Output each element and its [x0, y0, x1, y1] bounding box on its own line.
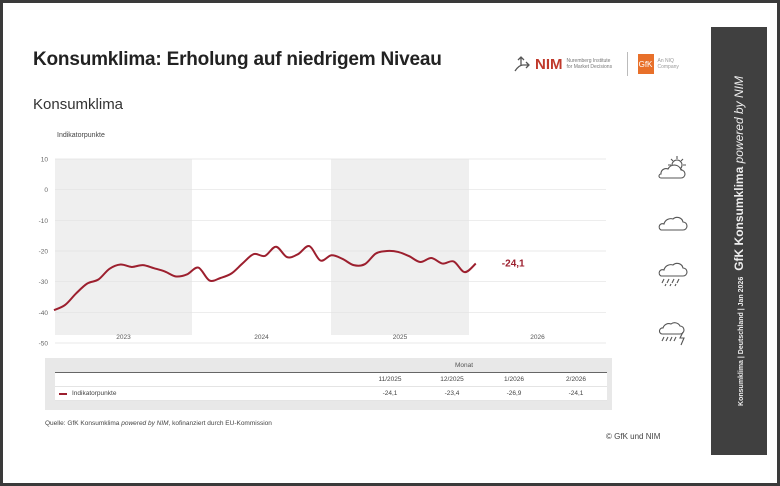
- gfk-logo: GfK: [637, 54, 654, 74]
- cloud-rain-icon: [658, 262, 688, 287]
- source-note: Quelle: GfK Konsumklima powered by NIM, …: [45, 420, 272, 427]
- sidebar-brand-tagline: powered by NIM: [732, 76, 746, 164]
- sun-behind-cloud-icon: [658, 156, 686, 179]
- table-cell: -24,1: [568, 390, 584, 397]
- x-tick-label: 2026: [530, 334, 545, 341]
- copyright: © GfK und NIM: [606, 432, 661, 441]
- year-band: [331, 159, 469, 335]
- logos: NIM Nuremberg Institute for Market Decis…: [513, 51, 688, 77]
- table-cell: -26,9: [506, 390, 522, 397]
- table-header-row: 11/2025 12/2025 1/2026 2/2026: [55, 373, 607, 387]
- page-title: Konsumklima: Erholung auf niedrigem Nive…: [33, 49, 442, 70]
- line-chart: 2023 2024 2025 2026 10 0 -10 -20 -30 -40 -50 -24,1: [39, 157, 606, 348]
- cloud-icon: [658, 216, 688, 231]
- x-tick-label: 2024: [254, 334, 269, 341]
- sidebar-brand-name: GfK Konsumklima: [732, 166, 746, 271]
- column-header: 11/2025: [378, 376, 402, 383]
- y-tick-label: -10: [39, 218, 49, 225]
- table-cell: -24,1: [382, 390, 398, 397]
- column-header: 1/2026: [504, 376, 524, 383]
- chart-subtitle: Konsumklima: [33, 96, 124, 113]
- column-header: 2/2026: [566, 376, 586, 383]
- source-italic: powered by NIM: [121, 420, 169, 427]
- nim-subtitle: Nuremberg Institute for Market Decisions: [566, 58, 613, 70]
- gfk-subtitle: An NIQ Company: [657, 58, 679, 70]
- end-value-label: -24,1: [502, 259, 525, 270]
- x-tick-label: 2023: [116, 334, 131, 341]
- x-tick-label: 2025: [393, 334, 408, 341]
- column-header: 12/2025: [440, 376, 464, 383]
- table-group-header: Monat: [455, 362, 474, 369]
- sidebar-banner: Konsumklima | Deutschland | Jan 2026 GfK…: [711, 27, 767, 455]
- logo-divider: [626, 52, 628, 76]
- source-suffix: , kofinanziert durch EU-Kommission: [168, 420, 272, 427]
- row-label: Indikatorpunkte: [72, 390, 117, 397]
- source-prefix: Quelle: GfK Konsumklima: [45, 420, 122, 427]
- y-axis-label: Indikatorpunkte: [57, 132, 105, 139]
- y-tick-label: 0: [44, 187, 48, 194]
- nim-logo: NIM: [535, 55, 563, 73]
- sidebar-brand: GfK Konsumklima powered by NIM: [732, 76, 746, 271]
- y-tick-label: -50: [39, 341, 49, 348]
- nim-arrow-icon: [514, 56, 530, 72]
- y-tick-label: 10: [41, 157, 49, 164]
- legend-swatch: [59, 392, 67, 395]
- y-tick-label: -30: [39, 279, 49, 286]
- cloud-thunderstorm-icon: [658, 322, 685, 346]
- y-tick-label: -20: [39, 249, 49, 256]
- year-band: [55, 159, 192, 335]
- data-table: Monat 11/2025 12/2025 1/2026 2/2026 Indi…: [45, 358, 612, 410]
- table-cell: -23,4: [444, 390, 460, 397]
- sidebar-info: Konsumklima | Deutschland | Jan 2026: [738, 276, 745, 406]
- table-row: Indikatorpunkte -24,1 -23,4 -26,9 -24,1: [55, 387, 607, 401]
- y-tick-label: -40: [39, 310, 49, 317]
